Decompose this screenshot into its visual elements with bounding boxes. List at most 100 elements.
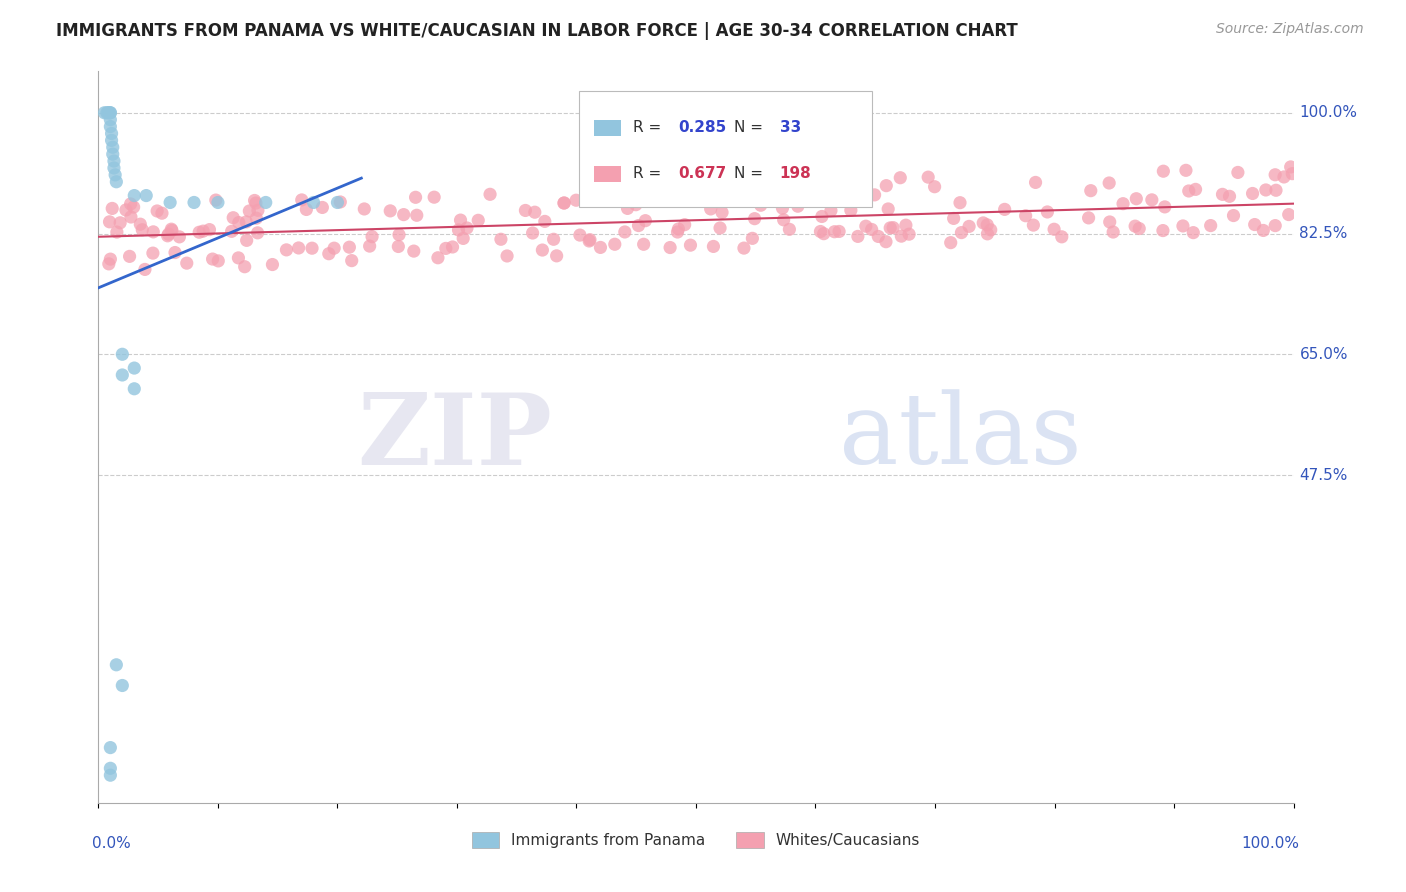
Point	[353, 202, 375, 216]
Point	[120, 210, 142, 224]
Text: 47.5%: 47.5%	[1299, 467, 1348, 483]
Point	[917, 170, 939, 185]
Point	[337, 240, 360, 254]
Point	[302, 195, 325, 210]
Point	[1281, 167, 1303, 181]
Point	[134, 262, 156, 277]
Point	[522, 226, 544, 240]
Point	[101, 147, 124, 161]
Point	[939, 235, 962, 250]
Text: R =: R =	[633, 120, 666, 136]
Point	[104, 168, 127, 182]
Point	[772, 201, 794, 215]
Point	[441, 240, 464, 254]
Point	[783, 186, 806, 201]
Text: 33: 33	[780, 120, 801, 136]
Point	[882, 220, 904, 235]
Point	[531, 243, 554, 257]
Point	[613, 225, 636, 239]
Point	[150, 206, 173, 220]
Point	[1140, 193, 1163, 207]
Text: 82.5%: 82.5%	[1299, 226, 1348, 241]
Point	[291, 193, 314, 207]
Point	[898, 227, 921, 242]
Point	[1152, 223, 1174, 237]
Point	[1184, 182, 1206, 196]
Point	[98, 105, 122, 120]
Point	[1128, 221, 1150, 235]
Point	[744, 211, 766, 226]
Bar	[595, 166, 620, 182]
Point	[603, 237, 626, 252]
Point	[828, 178, 851, 193]
Point	[235, 215, 257, 229]
Point	[207, 253, 229, 268]
Point	[1222, 209, 1244, 223]
Point	[949, 195, 972, 210]
Point	[846, 229, 869, 244]
Point	[246, 226, 269, 240]
Point	[100, 133, 122, 147]
Point	[1211, 187, 1233, 202]
Point	[96, 105, 118, 120]
Legend: Immigrants from Panama, Whites/Caucasians: Immigrants from Panama, Whites/Caucasian…	[465, 826, 927, 854]
Point	[489, 232, 512, 246]
Point	[135, 188, 157, 202]
Point	[131, 223, 153, 237]
Point	[1182, 226, 1205, 240]
Point	[221, 224, 243, 238]
Point	[124, 361, 146, 376]
Point	[329, 194, 352, 209]
Point	[1098, 215, 1121, 229]
Point	[105, 657, 128, 672]
Point	[875, 178, 897, 193]
Point	[811, 210, 834, 224]
Point	[875, 235, 897, 249]
Text: 0.285: 0.285	[678, 120, 727, 136]
Point	[668, 222, 690, 236]
Point	[98, 105, 122, 120]
Point	[1174, 163, 1197, 178]
Point	[122, 200, 145, 214]
Point	[889, 170, 911, 185]
Point	[1080, 184, 1102, 198]
Point	[160, 223, 183, 237]
Point	[479, 187, 502, 202]
Point	[813, 227, 835, 241]
Point	[159, 195, 181, 210]
Point	[1253, 223, 1275, 237]
Point	[1279, 160, 1302, 174]
Point	[101, 202, 124, 216]
Point	[877, 202, 900, 216]
Point	[1218, 189, 1240, 203]
Point	[98, 120, 122, 134]
Point	[640, 178, 662, 193]
Point	[103, 161, 125, 175]
Point	[863, 187, 886, 202]
Point	[860, 222, 883, 236]
Point	[205, 193, 228, 207]
Point	[207, 195, 229, 210]
Point	[972, 216, 994, 230]
Point	[176, 256, 198, 270]
Point	[103, 154, 125, 169]
Point	[447, 223, 470, 237]
Point	[543, 232, 565, 246]
Point	[1043, 222, 1066, 236]
Point	[942, 211, 965, 226]
Point	[779, 180, 801, 194]
Point	[98, 105, 121, 120]
Point	[553, 196, 575, 211]
Point	[228, 216, 250, 230]
Point	[98, 215, 121, 229]
Point	[98, 112, 122, 127]
Point	[392, 208, 415, 222]
Point	[741, 231, 763, 245]
Point	[1050, 229, 1073, 244]
Point	[111, 678, 134, 692]
Point	[790, 188, 813, 202]
Text: R =: R =	[633, 166, 666, 181]
Point	[156, 228, 179, 243]
Point	[93, 105, 115, 120]
Point	[434, 241, 457, 255]
